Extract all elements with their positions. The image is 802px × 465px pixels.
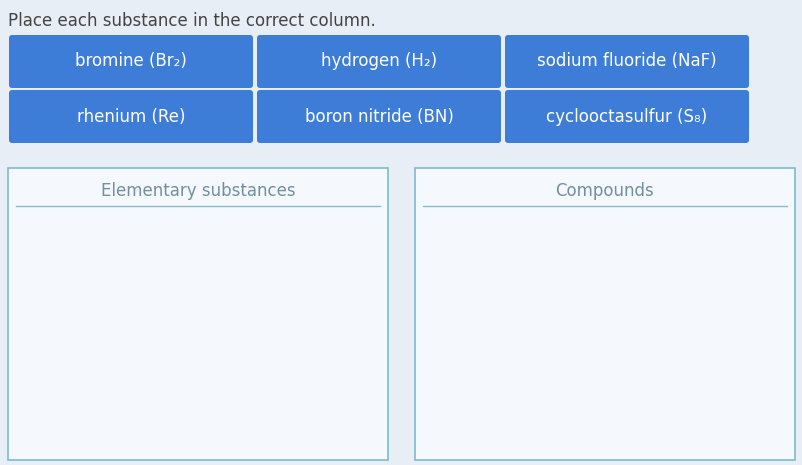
Text: Place each substance in the correct column.: Place each substance in the correct colu…: [8, 12, 375, 30]
Text: Elementary substances: Elementary substances: [100, 182, 295, 200]
FancyBboxPatch shape: [415, 168, 794, 460]
FancyBboxPatch shape: [8, 168, 387, 460]
Text: sodium fluoride (NaF): sodium fluoride (NaF): [537, 53, 716, 71]
FancyBboxPatch shape: [257, 90, 500, 143]
Text: hydrogen (H₂): hydrogen (H₂): [321, 53, 436, 71]
FancyBboxPatch shape: [504, 90, 748, 143]
Text: boron nitride (BN): boron nitride (BN): [304, 107, 453, 126]
FancyBboxPatch shape: [9, 90, 253, 143]
Text: cyclooctasulfur (S₈): cyclooctasulfur (S₈): [545, 107, 707, 126]
FancyBboxPatch shape: [9, 35, 253, 88]
Text: rhenium (Re): rhenium (Re): [77, 107, 185, 126]
FancyBboxPatch shape: [504, 35, 748, 88]
Text: bromine (Br₂): bromine (Br₂): [75, 53, 187, 71]
Text: Compounds: Compounds: [555, 182, 654, 200]
FancyBboxPatch shape: [257, 35, 500, 88]
